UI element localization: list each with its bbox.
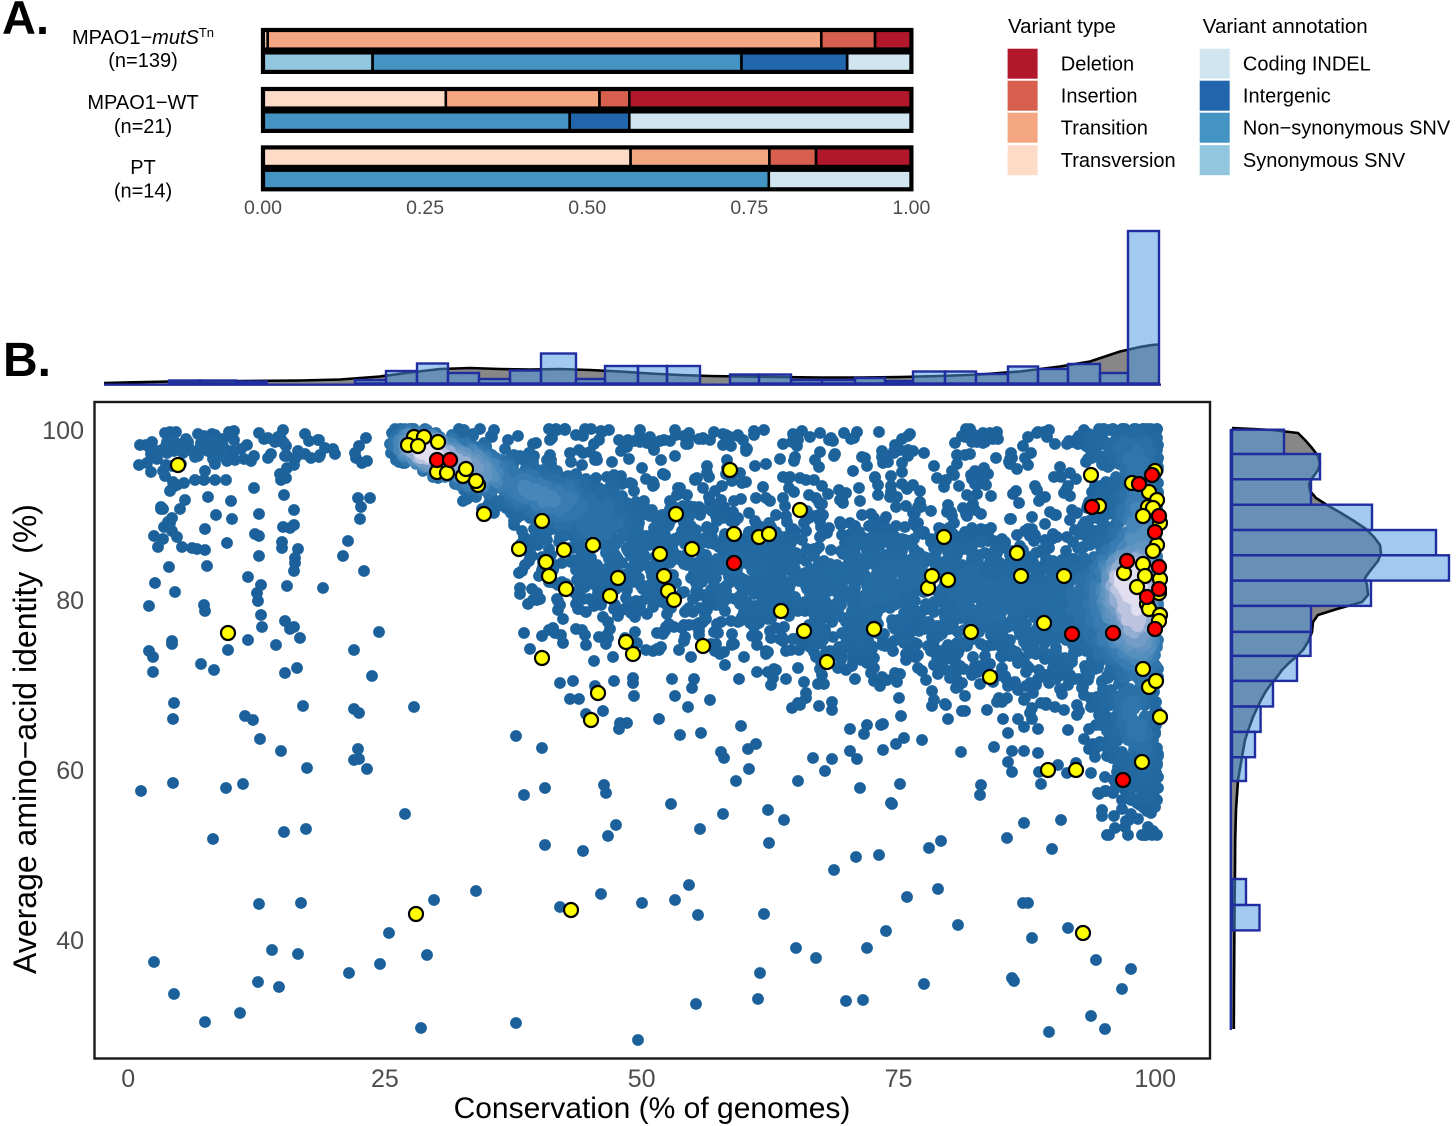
svg-text:PT: PT (130, 157, 156, 179)
svg-text:MPAO1−WT: MPAO1−WT (87, 92, 198, 114)
svg-text:Transversion: Transversion (1061, 150, 1176, 172)
svg-text:(n=139): (n=139) (108, 50, 178, 72)
svg-text:Non−synonymous SNV: Non−synonymous SNV (1243, 118, 1451, 140)
svg-text:0.00: 0.00 (244, 197, 282, 219)
svg-text:1.00: 1.00 (892, 197, 930, 219)
svg-text:Deletion: Deletion (1061, 54, 1134, 76)
svg-text:MPAO1−mutSTn: MPAO1−mutSTn (72, 25, 214, 49)
svg-text:Variant annotation: Variant annotation (1203, 15, 1368, 38)
svg-text:0.50: 0.50 (568, 197, 606, 219)
svg-text:Coding INDEL: Coding INDEL (1243, 54, 1371, 76)
svg-text:(n=14): (n=14) (114, 181, 172, 203)
svg-text:Intergenic: Intergenic (1243, 86, 1331, 108)
svg-text:0.75: 0.75 (730, 197, 768, 219)
svg-text:0.25: 0.25 (406, 197, 444, 219)
svg-text:Insertion: Insertion (1061, 86, 1138, 108)
svg-text:Synonymous SNV: Synonymous SNV (1243, 150, 1406, 172)
svg-text:Variant type: Variant type (1008, 15, 1116, 38)
svg-text:Transition: Transition (1061, 118, 1148, 140)
svg-text:(n=21): (n=21) (114, 116, 172, 138)
